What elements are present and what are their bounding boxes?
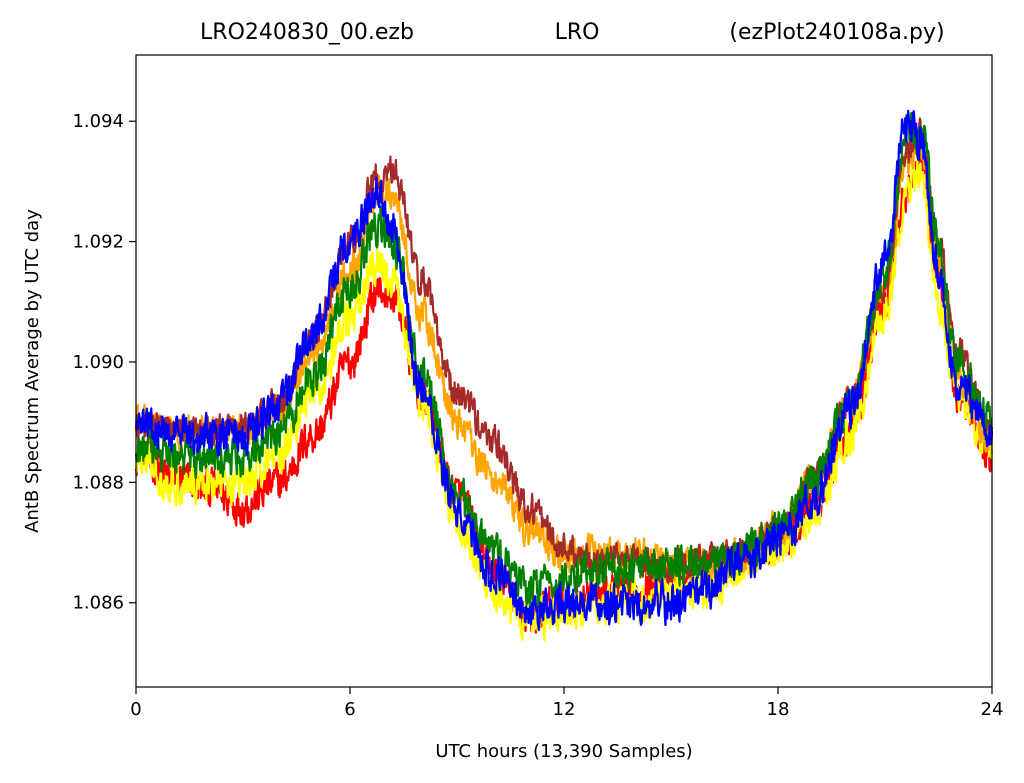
y-axis-label: AntB Spectrum Average by UTC day [22, 209, 43, 533]
x-tick-label: 18 [767, 699, 790, 720]
chart-title-station: LRO [555, 20, 600, 45]
y-tick-label: 1.090 [72, 352, 124, 373]
x-tick-label: 24 [981, 699, 1004, 720]
plot-series-group [134, 109, 994, 642]
y-tick-label: 1.088 [72, 472, 124, 493]
y-tick-label: 1.086 [72, 593, 124, 614]
chart-title-filename: LRO240830_00.ezb [200, 20, 414, 45]
x-axis: 0 6 12 18 24 [130, 687, 1003, 720]
x-tick-label: 12 [553, 699, 576, 720]
y-axis: 1.086 1.088 1.090 1.092 1.094 [72, 111, 136, 614]
x-tick-label: 6 [344, 699, 355, 720]
y-tick-label: 1.092 [72, 232, 124, 253]
series-line [134, 150, 994, 634]
chart-title-script: (ezPlot240108a.py) [729, 20, 944, 45]
x-tick-label: 0 [130, 699, 141, 720]
x-axis-label: UTC hours (13,390 Samples) [435, 741, 692, 762]
series-line [135, 109, 994, 632]
y-tick-label: 1.094 [72, 111, 124, 132]
